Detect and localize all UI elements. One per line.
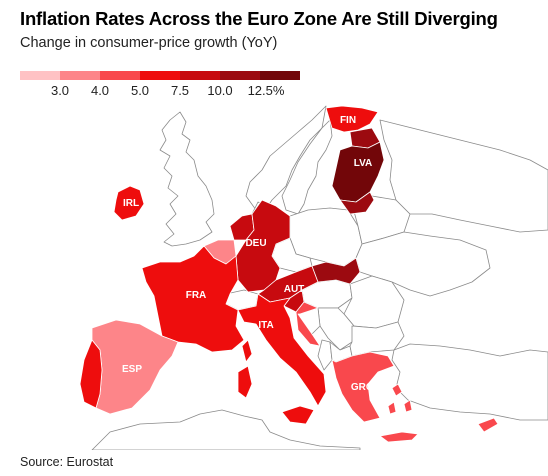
country-cyp [477,417,499,433]
legend-swatch-5 [180,71,220,80]
legend-tick-label: 7.5 [170,83,190,98]
legend-bar [20,71,300,80]
country-prt [79,339,103,409]
country-grc-crete [379,431,419,443]
country-ita-sicily [281,405,315,425]
legend-tick-label: 5.0 [130,83,150,98]
legend-swatch-2 [60,71,100,80]
map-subtitle: Change in consumer-price growth (YoY) [20,35,278,51]
country-grc [331,351,395,423]
country-label-esp: ESP [122,364,142,375]
legend-tick-label: 4.0 [90,83,110,98]
country-irl [113,185,145,221]
legend-tick-label: 12.5% [247,83,285,98]
country-bgr [349,321,405,357]
country-svk [311,257,361,285]
legend-swatch-4 [140,71,180,80]
country-grc-islands [387,383,413,415]
country-gbr [159,111,215,247]
country-rou [343,275,405,329]
country-swe [281,119,333,215]
source-note: Source: Eurostat [20,455,114,469]
legend-swatch-6 [220,71,260,80]
country-label-lva: LVA [354,158,373,169]
country-deu [235,199,291,293]
country-fin [325,105,379,133]
europe-map: FIN LVA IRL DEU FRA AUT ITA ESP GRC [79,105,548,450]
legend-tick-label: 10.0 [207,83,233,98]
country-rus [379,119,548,233]
legend-tick-labels: 3.0 4.0 5.0 7.5 10.0 12.5% [20,80,300,98]
legend-swatch-3 [100,71,140,80]
country-ita-sardinia [237,365,253,399]
color-legend: 3.0 4.0 5.0 7.5 10.0 12.5% [20,71,300,98]
country-hrv [295,301,321,347]
legend-swatch-1 [20,71,60,80]
country-labels: FIN LVA IRL DEU FRA AUT ITA ESP GRC [122,115,373,393]
country-lva [331,141,385,203]
country-label-irl: IRL [123,198,139,209]
country-label-ita: ITA [258,320,273,331]
country-label-grc: GRC [351,382,373,393]
country-fra-corsica [241,339,253,363]
country-label-fin: FIN [340,115,356,126]
country-ita [237,293,327,407]
country-label-deu: DEU [245,238,266,249]
country-nor [245,105,327,213]
country-ltu [339,191,375,215]
euro-zone-countries [79,105,499,443]
country-tur [391,343,548,421]
country-alb [317,339,333,371]
legend-tick-label: 3.0 [50,83,70,98]
legend-swatch-7 [260,71,300,80]
map-title: Inflation Rates Across the Euro Zone Are… [20,8,498,29]
country-label-fra: FRA [186,290,207,301]
country-label-aut: AUT [284,284,305,295]
country-north-africa [91,409,361,450]
